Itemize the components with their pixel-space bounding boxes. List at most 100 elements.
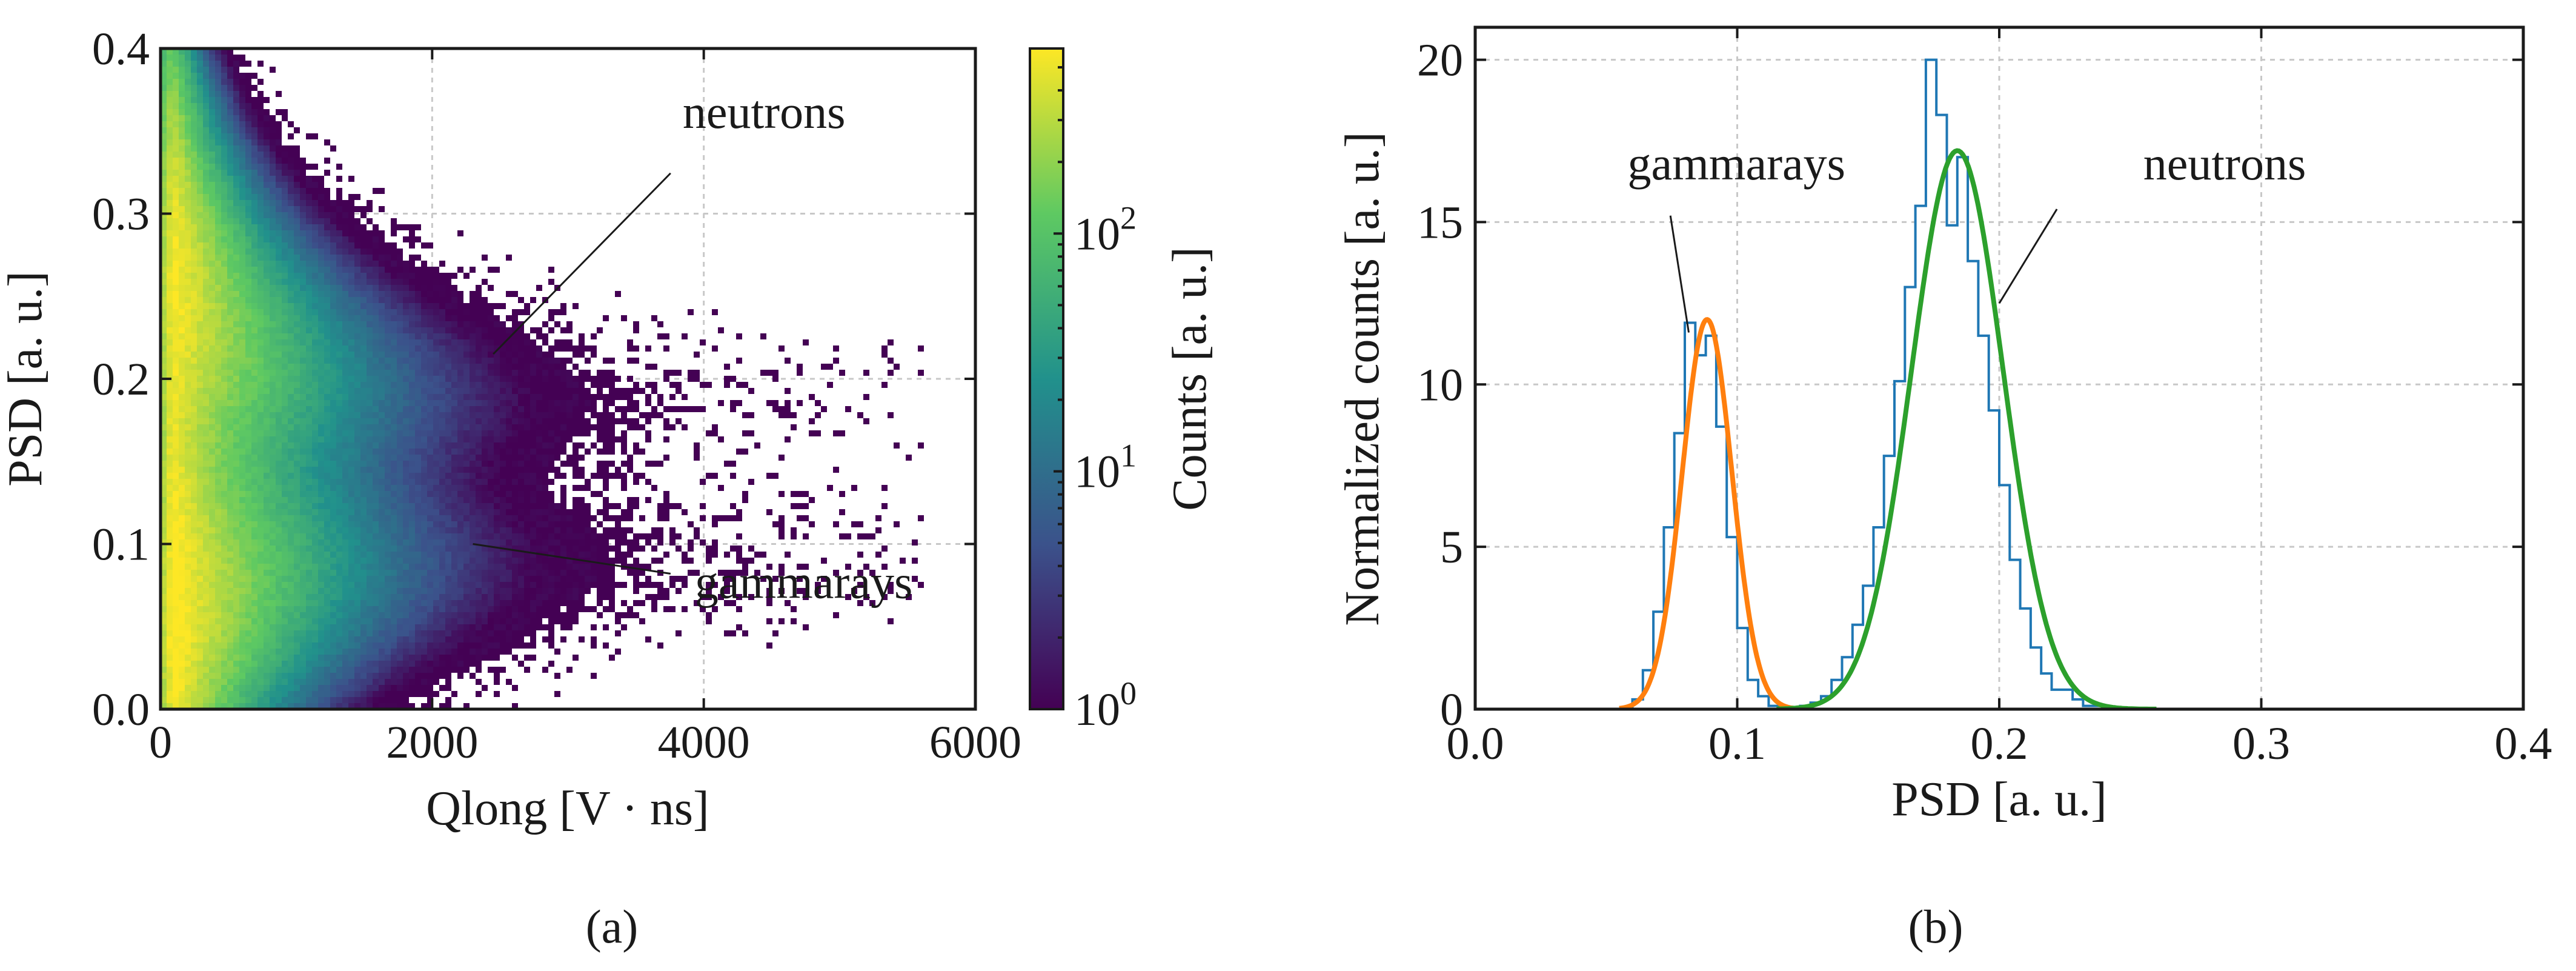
heatmap-cell [161, 491, 167, 497]
heatmap-cell [427, 430, 433, 436]
heatmap-cell [324, 473, 330, 479]
heatmap-cell [373, 479, 379, 485]
heatmap-cell [197, 588, 203, 594]
heatmap-cell [300, 503, 306, 509]
heatmap-cell [185, 406, 191, 412]
heatmap-cell [215, 261, 221, 267]
heatmap-cell [439, 321, 445, 327]
heatmap-cell [221, 212, 227, 218]
heatmap-cell [439, 636, 445, 642]
heatmap-cell [373, 655, 379, 661]
heatmap-cell [300, 473, 306, 479]
heatmap-cell [257, 576, 264, 582]
heatmap-cell [173, 679, 179, 685]
heatmap-cell [348, 176, 354, 182]
heatmap-cell [179, 145, 185, 152]
heatmap-cell [348, 576, 354, 582]
heatmap-cell [233, 176, 239, 182]
heatmap-cell [209, 424, 215, 430]
heatmap-cell [488, 436, 494, 442]
heatmap-cell [209, 564, 215, 570]
heatmap-cell [348, 442, 354, 449]
heatmap-cell [264, 673, 270, 679]
heatmap-cell [342, 333, 348, 339]
heatmap-cell [348, 703, 354, 709]
heatmap-cell [294, 339, 300, 345]
heatmap-cell [439, 442, 445, 449]
heatmap-cell [354, 418, 360, 424]
heatmap-cell [367, 273, 373, 279]
heatmap-cell [409, 309, 415, 315]
heatmap-cell [427, 649, 433, 655]
heatmap-cell [270, 461, 276, 467]
heatmap-cell [264, 315, 270, 321]
heatmap-cell [185, 212, 191, 218]
heatmap-cell [342, 442, 348, 449]
heatmap-cell [439, 400, 445, 406]
heatmap-cell [403, 533, 409, 539]
heatmap-cell [373, 291, 379, 297]
heatmap-cell [179, 546, 185, 552]
heatmap-cell [342, 309, 348, 315]
heatmap-cell [336, 200, 342, 206]
heatmap-cell [276, 145, 282, 152]
heatmap-cell [251, 600, 257, 606]
heatmap-cell [360, 509, 367, 515]
heatmap-cell [179, 697, 185, 703]
heatmap-cell [179, 673, 185, 679]
heatmap-cell [415, 527, 421, 533]
heatmap-cell [397, 291, 403, 297]
heatmap-cell [360, 467, 367, 473]
heatmap-cell [294, 285, 300, 291]
heatmap-cell [245, 236, 251, 242]
heatmap-cell [264, 449, 270, 455]
heatmap-cell [445, 327, 451, 333]
heatmap-cell [476, 612, 482, 618]
heatmap-cell [191, 564, 197, 570]
heatmap-cell [470, 564, 476, 570]
heatmap-cell [185, 145, 191, 152]
heatmap-cell [306, 400, 312, 406]
heatmap-cell [233, 667, 239, 673]
heatmap-cell [203, 249, 209, 255]
heatmap-cell [197, 139, 203, 145]
heatmap-cell [173, 109, 179, 115]
heatmap-cell [415, 539, 421, 546]
heatmap-cell [300, 388, 306, 394]
heatmap-cell [288, 412, 294, 418]
heatmap-cell [264, 279, 270, 285]
heatmap-cell [282, 152, 288, 158]
heatmap-cell [282, 588, 288, 594]
heatmap-cell [276, 206, 282, 212]
heatmap-cell [282, 182, 288, 188]
heatmap-cell [173, 412, 179, 418]
heatmap-cell [354, 564, 360, 570]
heatmap-cell [433, 370, 439, 376]
heatmap-cell [324, 491, 330, 497]
heatmap-cell [245, 691, 251, 697]
heatmap-cell [203, 394, 209, 400]
heatmap-cell [288, 236, 294, 242]
heatmap-cell [427, 691, 433, 697]
heatmap-cell [445, 473, 451, 479]
heatmap-cell [360, 667, 367, 673]
heatmap-cell [427, 521, 433, 527]
heatmap-cell [415, 564, 421, 570]
heatmap-cell [282, 370, 288, 376]
heatmap-cell [342, 491, 348, 497]
heatmap-cell [197, 376, 203, 382]
heatmap-cell [209, 255, 215, 261]
heatmap-cell [312, 582, 318, 588]
heatmap-cell [379, 382, 385, 388]
heatmap-cell [391, 358, 397, 364]
heatmap-cell [439, 497, 445, 503]
heatmap-cell [167, 430, 173, 436]
heatmap-cell [415, 570, 421, 576]
heatmap-cell [276, 594, 282, 600]
heatmap-cell [197, 158, 203, 164]
heatmap-cell [336, 224, 342, 230]
heatmap-cell [360, 267, 367, 273]
heatmap-cell [500, 412, 506, 418]
heatmap-cell [367, 594, 373, 600]
heatmap-cell [179, 261, 185, 267]
